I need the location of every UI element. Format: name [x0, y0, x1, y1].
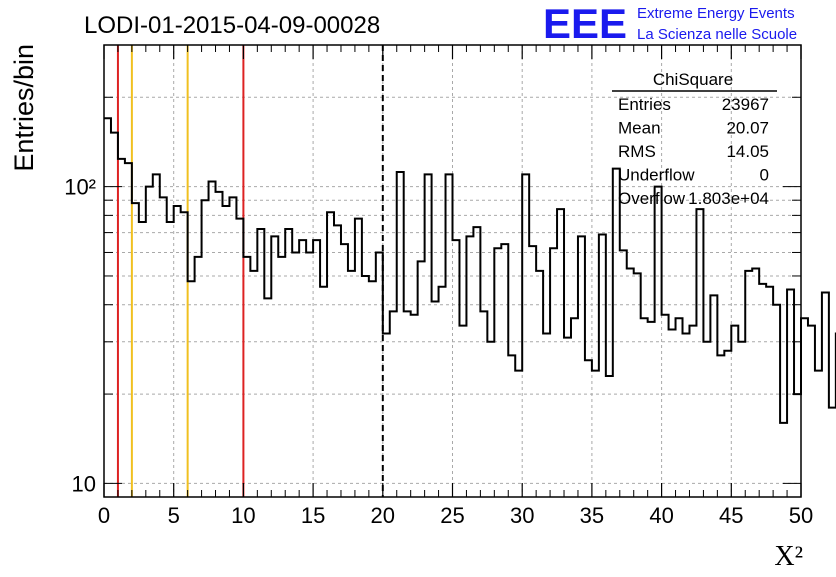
x-tick-label: 5 [168, 503, 180, 528]
stats-value: 14.05 [726, 142, 769, 161]
y-tick-label: 10 [72, 471, 96, 496]
stats-label: Overflow [618, 189, 686, 208]
stats-box: ChiSquare Entries 23967 Mean 20.07 RMS 14.05 U… [612, 70, 777, 208]
stats-value: 23967 [722, 95, 769, 114]
x-axis-label: X² [774, 541, 803, 572]
y-axis-label: Entries/bin [9, 44, 39, 172]
stats-value: 1.803e+04 [688, 189, 769, 208]
x-tick-label: 25 [440, 503, 464, 528]
stats-rows: Entries 23967 Mean 20.07 RMS 14.05 Underflow 0 O… [618, 95, 769, 208]
y-tick-label: 10² [64, 175, 96, 200]
x-tick-label: 50 [789, 503, 813, 528]
x-tick-label: 35 [580, 503, 604, 528]
eee-logo: EEE Extreme Energy Events La Scienza nel… [543, 0, 797, 47]
x-tick-label: 0 [98, 503, 110, 528]
x-tick-label: 20 [371, 503, 395, 528]
stats-label: Underflow [618, 166, 695, 185]
stats-title: ChiSquare [653, 70, 733, 89]
stats-value: 20.07 [726, 119, 769, 138]
stats-label: Entries [618, 95, 671, 114]
x-tick-label: 10 [231, 503, 255, 528]
logo-line2: La Scienza nelle Scuole [637, 26, 797, 43]
histogram-series-line [104, 117, 836, 424]
axis-ticks-layer: 0 5 10 15 20 25 30 35 40 45 50 10 10² [64, 44, 813, 528]
stats-label: Mean [618, 119, 661, 138]
chart-title: LODI-01-2015-04-09-00028 [84, 12, 380, 39]
x-tick-label: 45 [719, 503, 743, 528]
stats-label: RMS [618, 142, 656, 161]
x-tick-label: 15 [301, 503, 325, 528]
logo-mark: EEE [543, 0, 627, 47]
logo-line1: Extreme Energy Events [637, 5, 795, 22]
x-tick-label: 40 [649, 503, 673, 528]
stats-value: 0 [760, 166, 769, 185]
x-tick-label: 30 [510, 503, 534, 528]
